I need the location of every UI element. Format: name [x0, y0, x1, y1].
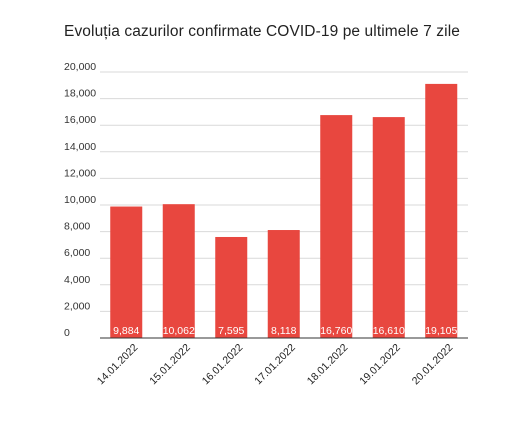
y-tick-label: 6,000 — [64, 247, 90, 259]
bar — [162, 204, 195, 338]
bar — [372, 117, 405, 338]
y-tick-label: 16,000 — [64, 114, 96, 126]
bar — [110, 206, 143, 338]
x-tick-label: 20.01.2022 — [410, 342, 456, 388]
bar — [320, 115, 353, 338]
data-label: 16,760 — [320, 325, 352, 337]
y-tick-label: 4,000 — [64, 274, 90, 286]
bar — [425, 83, 458, 338]
x-tick-label: 18.01.2022 — [305, 342, 351, 388]
y-tick-label: 2,000 — [64, 300, 90, 312]
x-tick-label: 19.01.2022 — [357, 342, 403, 388]
bar — [215, 236, 248, 338]
y-tick-label: 0 — [64, 327, 70, 339]
data-label: 9,884 — [113, 325, 139, 337]
chart-title: Evoluția cazurilor confirmate COVID-19 p… — [64, 23, 460, 40]
x-tick-label: 14.01.2022 — [95, 342, 141, 388]
x-tick-label: 17.01.2022 — [252, 342, 298, 388]
x-tick-label: 16.01.2022 — [200, 342, 246, 388]
bar — [267, 230, 300, 338]
y-tick-label: 12,000 — [64, 167, 96, 179]
data-label: 7,595 — [218, 325, 244, 337]
y-tick-label: 18,000 — [64, 88, 96, 100]
data-label: 19,105 — [425, 325, 457, 337]
y-tick-label: 8,000 — [64, 221, 90, 233]
x-tick-label: 15.01.2022 — [147, 342, 193, 388]
data-label: 16,610 — [373, 325, 405, 337]
y-tick-label: 20,000 — [64, 61, 96, 73]
y-tick-label: 14,000 — [64, 141, 96, 153]
data-label: 10,062 — [163, 325, 195, 337]
data-label: 8,118 — [271, 325, 297, 337]
y-tick-label: 10,000 — [64, 194, 96, 206]
